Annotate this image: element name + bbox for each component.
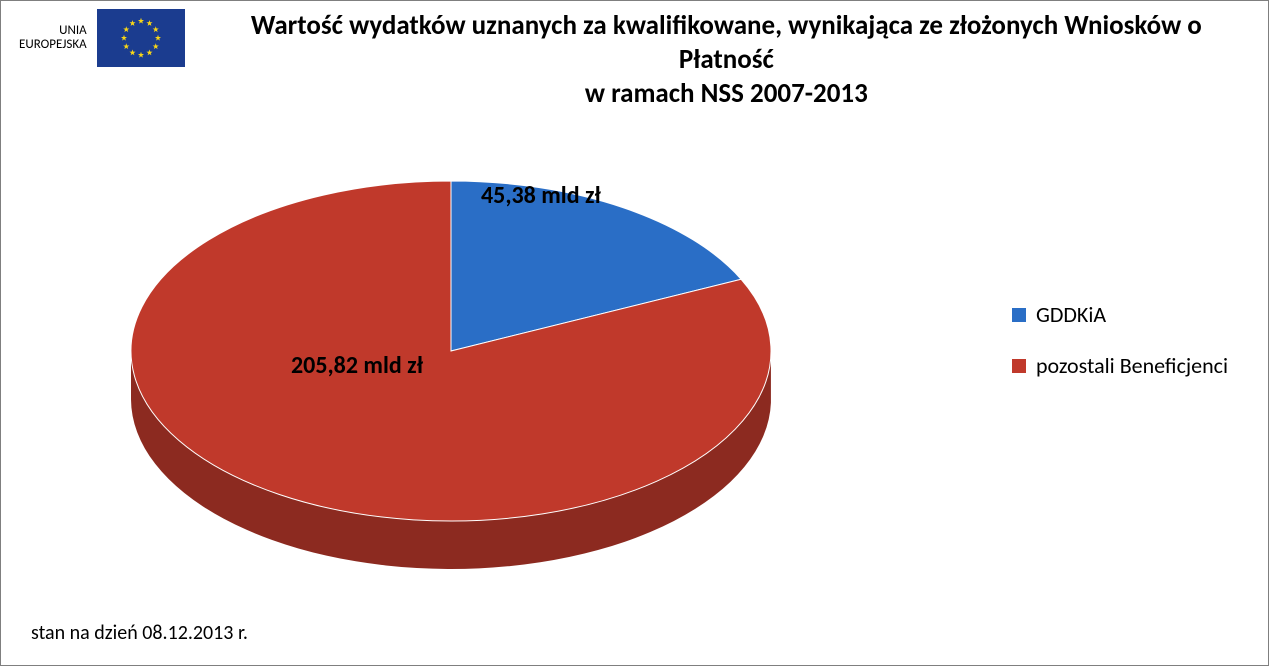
pie-chart: 45,38 mld zł 205,82 mld zł xyxy=(101,151,801,591)
eu-label-line2: EUROPEJSKA xyxy=(19,38,87,52)
legend-swatch-icon xyxy=(1012,308,1026,322)
legend-label: pozostali Beneficjenci xyxy=(1036,352,1228,379)
eu-logo-block: UNIA EUROPEJSKA xyxy=(19,9,185,67)
chart-title: Wartość wydatków uznanych za kwalifikowa… xyxy=(185,9,1268,110)
eu-label-line1: UNIA xyxy=(19,24,87,38)
chart-frame: UNIA EUROPEJSKA Wartość wydatków uznanyc… xyxy=(0,0,1269,666)
legend-item: GDDKiA xyxy=(1012,301,1228,328)
header: UNIA EUROPEJSKA Wartość wydatków uznanyc… xyxy=(1,9,1268,110)
pie-slice-label: 205,82 mld zł xyxy=(291,351,423,380)
pie-chart-svg xyxy=(101,151,801,591)
pie-slice-label: 45,38 mld zł xyxy=(481,181,601,210)
eu-flag-icon xyxy=(97,9,185,67)
footer-note: stan na dzień 08.12.2013 r. xyxy=(31,621,248,645)
legend-label: GDDKiA xyxy=(1036,301,1106,328)
legend-swatch-icon xyxy=(1012,359,1026,373)
eu-label: UNIA EUROPEJSKA xyxy=(19,24,87,53)
legend-item: pozostali Beneficjenci xyxy=(1012,352,1228,379)
legend: GDDKiA pozostali Beneficjenci xyxy=(1012,301,1228,403)
eu-stars-icon xyxy=(116,13,166,63)
